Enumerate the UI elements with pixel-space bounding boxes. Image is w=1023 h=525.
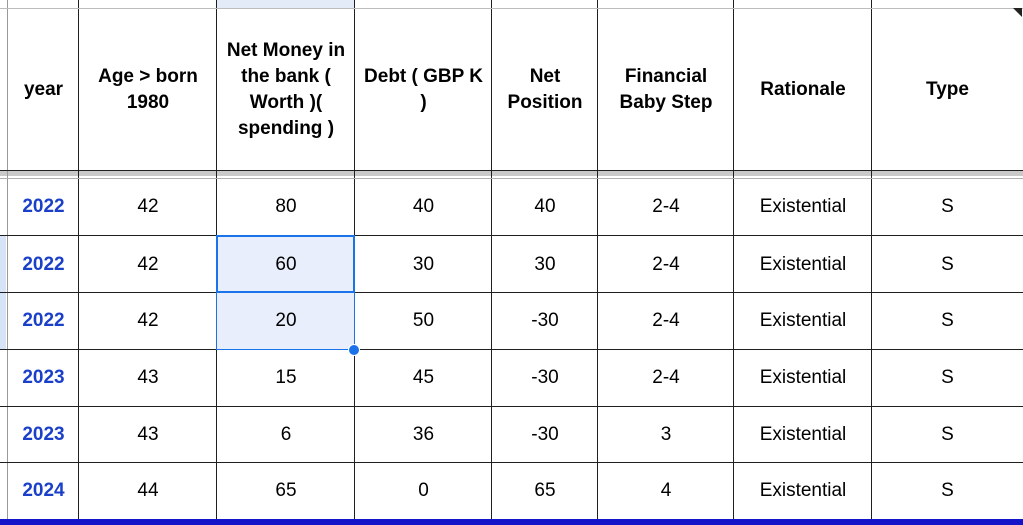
cell-type[interactable]: S — [941, 479, 954, 501]
cell-baby_step[interactable]: 3 — [660, 423, 672, 445]
row-gridline — [0, 462, 1023, 463]
cell-net_position[interactable]: -30 — [531, 309, 559, 331]
cell-baby_step[interactable]: 2-4 — [652, 309, 680, 331]
cell-debt[interactable]: 50 — [412, 309, 435, 331]
column-header-type[interactable]: Type — [926, 78, 969, 100]
column-gridline — [7, 0, 8, 519]
cell-net_money[interactable]: 60 — [275, 253, 297, 275]
cell-net_money[interactable]: 80 — [275, 195, 297, 217]
cell-type[interactable]: S — [941, 423, 954, 445]
cell-net_position[interactable]: -30 — [531, 366, 559, 388]
cell-rationale[interactable]: Existential — [759, 479, 847, 501]
row-gridline — [0, 235, 1023, 236]
cell-baby_step[interactable]: 2-4 — [652, 366, 680, 388]
cell-net_position[interactable]: 65 — [534, 479, 556, 501]
column-header-rationale[interactable]: Rationale — [760, 78, 846, 100]
column-gridline — [733, 0, 734, 519]
column-gridline — [78, 0, 79, 519]
cell-age[interactable]: 43 — [137, 423, 159, 445]
row-gridline — [0, 349, 1023, 350]
cell-net_position[interactable]: -30 — [531, 423, 559, 445]
cell-year[interactable]: 2022 — [22, 309, 65, 331]
column-header-net_position[interactable]: Net Position — [507, 65, 583, 113]
cell-year[interactable]: 2023 — [22, 423, 65, 445]
cell-rationale[interactable]: Existential — [759, 253, 847, 275]
cell-baby_step[interactable]: 2-4 — [652, 195, 680, 217]
cell-debt[interactable]: 40 — [412, 195, 435, 217]
cell-net_money[interactable]: 20 — [275, 309, 297, 331]
cell-age[interactable]: 42 — [137, 195, 159, 217]
cell-net_money[interactable]: 15 — [275, 366, 297, 388]
cell-year[interactable]: 2022 — [22, 195, 65, 217]
row-gridline — [0, 406, 1023, 407]
selected-column-header-tint — [217, 0, 355, 9]
bottom-highlight-bar — [0, 519, 1023, 525]
cell-type[interactable]: S — [941, 195, 954, 217]
row-gridline — [0, 170, 1023, 171]
cell-type[interactable]: S — [941, 366, 954, 388]
cell-type[interactable]: S — [941, 253, 954, 275]
cell-rationale[interactable]: Existential — [759, 366, 847, 388]
cell-rationale[interactable]: Existential — [759, 195, 847, 217]
frozen-row-divider[interactable] — [0, 170, 1023, 176]
active-cell-border — [216, 235, 355, 293]
cell-note-indicator — [1013, 8, 1022, 17]
column-header-baby_step[interactable]: Financial Baby Step — [619, 65, 713, 113]
row-gridline — [0, 178, 1023, 179]
row-highlight-strip — [0, 236, 6, 293]
cell-year[interactable]: 2022 — [22, 253, 65, 275]
cell-rationale[interactable]: Existential — [759, 423, 847, 445]
cell-age[interactable]: 42 — [137, 253, 159, 275]
column-gridline — [871, 0, 872, 519]
row-highlight-strip — [0, 292, 6, 349]
cell-age[interactable]: 43 — [137, 366, 159, 388]
cell-year[interactable]: 2023 — [22, 366, 65, 388]
cell-age[interactable]: 42 — [137, 309, 159, 331]
cell-type[interactable]: S — [941, 309, 954, 331]
cell-net_money[interactable]: 65 — [275, 479, 297, 501]
cell-year[interactable]: 2024 — [22, 479, 65, 501]
column-gridline — [597, 0, 598, 519]
fill-handle[interactable] — [348, 344, 360, 356]
row-gridline — [0, 8, 1023, 9]
column-header-net_money[interactable]: Net Money in the bank ( Worth )( spendin… — [226, 39, 346, 139]
column-header-year[interactable]: year — [23, 78, 64, 100]
cell-debt[interactable]: 30 — [412, 253, 435, 275]
cell-net_position[interactable]: 40 — [534, 195, 556, 217]
column-header-debt[interactable]: Debt ( GBP K ) — [364, 65, 483, 113]
cell-age[interactable]: 44 — [137, 479, 159, 501]
cell-debt[interactable]: 0 — [418, 479, 429, 501]
cell-net_money[interactable]: 6 — [280, 423, 292, 445]
cell-rationale[interactable]: Existential — [759, 309, 847, 331]
cell-debt[interactable]: 45 — [412, 366, 435, 388]
cell-baby_step[interactable]: 2-4 — [652, 253, 680, 275]
column-gridline — [491, 0, 492, 519]
row-gridline — [0, 292, 1023, 293]
cell-net_position[interactable]: 30 — [534, 253, 556, 275]
column-header-age[interactable]: Age > born 1980 — [98, 65, 198, 113]
cell-baby_step[interactable]: 4 — [660, 479, 672, 501]
cell-debt[interactable]: 36 — [412, 423, 435, 445]
